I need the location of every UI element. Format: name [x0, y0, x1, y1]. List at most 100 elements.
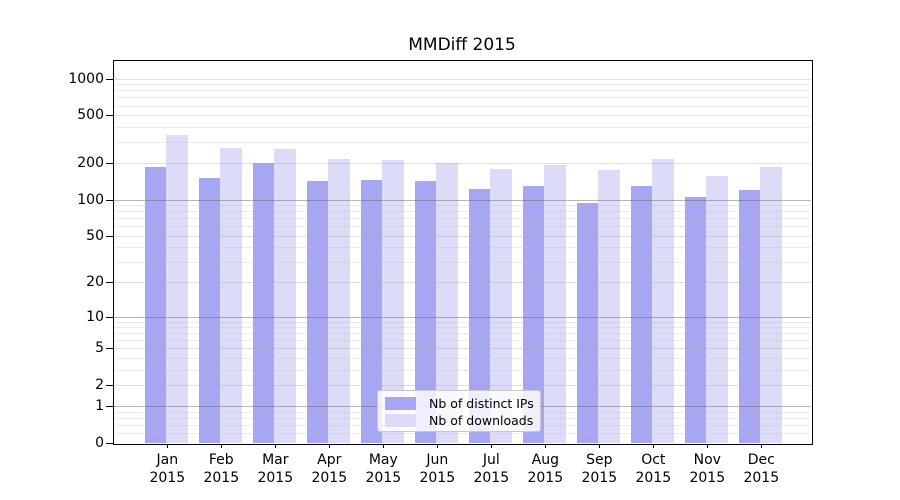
bar — [144, 167, 167, 443]
bar — [576, 202, 599, 443]
bar — [706, 175, 728, 443]
gridline — [114, 333, 811, 335]
gridline — [114, 348, 811, 350]
bar — [652, 159, 674, 443]
legend: Nb of distinct IPs Nb of downloads — [377, 390, 541, 432]
x-tick-mark — [653, 444, 655, 448]
y-tick-mark — [106, 316, 113, 318]
y-tick-mark — [106, 78, 113, 80]
gridline — [114, 358, 811, 360]
gridline — [114, 105, 811, 107]
gridline — [114, 115, 811, 117]
gridline — [114, 84, 811, 86]
gridline — [114, 327, 811, 329]
x-tick-mark — [491, 444, 493, 448]
x-tick-mark — [221, 444, 223, 448]
gridline — [114, 163, 811, 165]
x-tick-label: Jul 2015 — [473, 452, 510, 486]
x-tick-mark — [707, 444, 709, 448]
bar — [328, 159, 350, 443]
gridline — [114, 126, 811, 128]
bar — [544, 164, 566, 443]
y-tick-label: 100 — [77, 191, 104, 208]
chart-title: MMDiff 2015 — [408, 35, 516, 55]
x-tick-mark — [383, 444, 385, 448]
gridline — [114, 316, 811, 318]
y-tick-mark — [106, 235, 113, 237]
bar — [274, 148, 296, 443]
y-tick-mark — [106, 406, 113, 408]
y-tick-label: 500 — [77, 107, 104, 124]
gridline — [114, 226, 811, 228]
y-tick-label: 50 — [86, 227, 104, 244]
y-tick-label: 5 — [95, 340, 104, 357]
bar — [490, 169, 512, 443]
legend-swatch-distinct-ips — [385, 397, 416, 410]
y-tick-mark — [106, 443, 113, 444]
gridline — [114, 340, 811, 342]
x-tick-label: Sep 2015 — [581, 452, 618, 486]
gridline — [114, 218, 811, 220]
x-tick-label: May 2015 — [365, 452, 402, 486]
bar — [360, 179, 383, 443]
plot-area — [114, 61, 811, 443]
gridline — [114, 247, 811, 249]
y-tick-mark — [106, 163, 113, 165]
y-tick-mark — [106, 385, 113, 387]
gridline — [114, 282, 811, 284]
y-tick-mark — [106, 282, 113, 284]
bar — [382, 160, 404, 443]
x-tick-mark — [329, 444, 331, 448]
bar — [166, 134, 188, 443]
gridline — [114, 205, 811, 207]
legend-swatch-downloads — [385, 414, 416, 427]
x-tick-label: Feb 2015 — [203, 452, 240, 486]
x-tick-mark — [545, 444, 547, 448]
x-tick-mark — [761, 444, 763, 448]
y-tick-label: 200 — [77, 155, 104, 172]
y-tick-mark — [106, 199, 113, 201]
legend-label-distinct-ips: Nb of distinct IPs — [429, 395, 534, 411]
bar — [252, 163, 275, 443]
gridline — [114, 141, 811, 143]
x-tick-mark — [437, 444, 439, 448]
bar — [220, 148, 242, 443]
gridline — [114, 211, 811, 213]
gridline — [114, 78, 811, 80]
gridline — [114, 199, 811, 201]
x-tick-label: Apr 2015 — [311, 452, 348, 486]
x-tick-mark — [275, 444, 277, 448]
y-tick-label: 10 — [86, 308, 104, 325]
y-tick-mark — [106, 115, 113, 117]
legend-item-distinct-ips: Nb of distinct IPs — [385, 395, 540, 412]
y-tick-label: 1 — [95, 398, 104, 415]
gridline — [114, 261, 811, 263]
bar — [760, 167, 782, 443]
y-tick-mark — [106, 348, 113, 350]
x-tick-label: Jan 2015 — [149, 452, 186, 486]
gridline — [114, 385, 811, 387]
legend-label-downloads: Nb of downloads — [429, 412, 534, 428]
bar — [598, 169, 620, 443]
bar — [198, 178, 221, 443]
y-tick-label: 20 — [86, 274, 104, 291]
x-tick-mark — [599, 444, 601, 448]
gridline — [114, 235, 811, 237]
x-tick-label: Dec 2015 — [743, 452, 780, 486]
legend-item-downloads: Nb of downloads — [385, 412, 540, 429]
bar — [414, 180, 437, 443]
y-tick-label: 1000 — [68, 70, 104, 87]
x-tick-label: Jun 2015 — [419, 452, 456, 486]
gridline — [114, 433, 811, 435]
bar — [522, 185, 545, 443]
x-tick-label: Nov 2015 — [689, 452, 726, 486]
gridline — [114, 90, 811, 92]
x-tick-label: Mar 2015 — [257, 452, 294, 486]
gridline — [114, 321, 811, 323]
bar — [630, 185, 653, 443]
bar — [684, 197, 707, 443]
bar — [468, 189, 491, 443]
y-tick-label: 0 — [95, 435, 104, 451]
gridline — [114, 97, 811, 99]
